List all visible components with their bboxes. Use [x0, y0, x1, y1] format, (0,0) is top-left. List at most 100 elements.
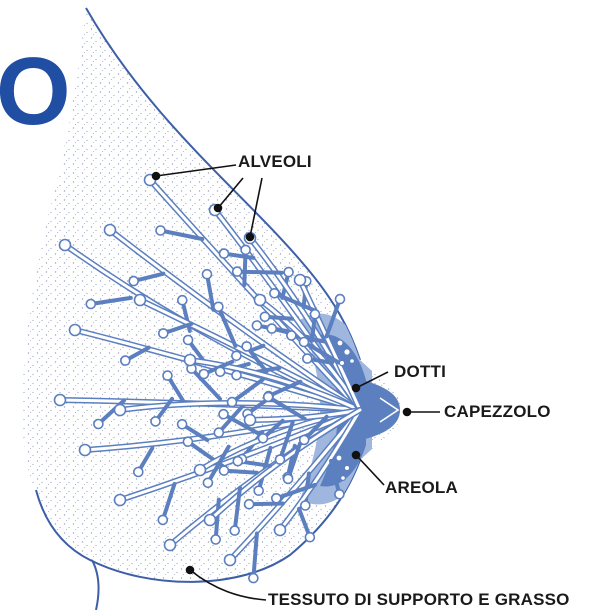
- alveolus: [128, 275, 139, 287]
- primary-duct-lumen: [148, 178, 362, 412]
- alveolus: [286, 330, 297, 341]
- alveolus: [93, 418, 104, 430]
- secondary-duct: [278, 420, 295, 462]
- secondary-duct: [205, 272, 216, 312]
- alveolus: [163, 538, 177, 552]
- alveolus: [182, 436, 194, 448]
- alveolus: [177, 294, 188, 306]
- primary-duct-lumen: [278, 408, 362, 532]
- label-areola: AREOLA: [385, 478, 458, 497]
- alveolus: [213, 427, 225, 438]
- secondary-duct: [329, 458, 342, 497]
- nipple: [362, 380, 400, 440]
- alveolus: [283, 266, 294, 278]
- alveolus: [231, 369, 242, 381]
- alveolus: [133, 466, 144, 478]
- alveolus: [243, 413, 257, 427]
- secondary-duct: [235, 269, 284, 275]
- alveolus: [334, 293, 346, 305]
- alveolus: [231, 350, 242, 362]
- alveolus: [214, 366, 226, 378]
- alveolus: [241, 341, 252, 352]
- alveolus: [113, 403, 127, 417]
- alveolus: [298, 336, 310, 348]
- alveolus: [257, 432, 269, 444]
- secondary-duct: [221, 412, 263, 437]
- secondary-duct: [266, 394, 307, 421]
- alveolus: [218, 408, 229, 420]
- alveolus: [203, 513, 217, 527]
- secondary-duct: [216, 304, 238, 348]
- secondary-duct: [266, 379, 303, 399]
- leader-lines: [151, 164, 440, 601]
- secondary-duct: [222, 468, 259, 475]
- secondary-duct: [232, 485, 242, 533]
- alveolus: [183, 353, 197, 367]
- alveolus: [248, 572, 259, 584]
- alveolus: [309, 308, 321, 320]
- alveolus: [334, 488, 345, 500]
- alveolus: [155, 225, 166, 236]
- secondary-duct: [244, 344, 269, 374]
- alveolus: [266, 323, 278, 334]
- alveolus: [85, 298, 97, 310]
- primary-duct-lumen: [108, 228, 362, 412]
- alveolus: [68, 323, 82, 337]
- secondary-duct: [230, 377, 265, 405]
- nipple-duct-openings: [379, 397, 400, 423]
- alveolus: [210, 534, 221, 545]
- alveolus: [282, 473, 294, 485]
- alveolus: [301, 353, 313, 364]
- secondary-duct: [213, 497, 221, 542]
- secondary-duct: [189, 366, 222, 401]
- label-capezzolo: CAPEZZOLO: [444, 402, 551, 421]
- label-alveoli: ALVEOLI: [238, 152, 312, 171]
- alveolus: [157, 514, 169, 526]
- alveolus: [304, 531, 316, 543]
- alveolus: [150, 416, 161, 427]
- alveolus: [251, 320, 263, 331]
- alveolus: [78, 443, 92, 457]
- label-tessuto: TESSUTO DI SUPPORTO E GRASSO: [268, 590, 570, 609]
- alveolus: [193, 463, 207, 477]
- alveolus: [202, 477, 214, 489]
- alveolus: [120, 355, 131, 366]
- alveolus: [226, 396, 238, 408]
- lower-contour: [35, 459, 361, 583]
- alveolus: [253, 485, 265, 497]
- primary-duct-lumen: [188, 358, 362, 412]
- alveolus: [262, 391, 274, 403]
- alveolus: [243, 498, 255, 510]
- secondary-duct: [205, 444, 231, 485]
- alveolus: [231, 266, 243, 277]
- secondary-duct: [158, 228, 205, 241]
- alveolus: [253, 293, 267, 307]
- secondary-duct: [274, 482, 317, 501]
- alveoli-group: [53, 173, 346, 584]
- primary-duct-lumen: [248, 408, 362, 422]
- alveolus: [162, 370, 173, 381]
- alveolus: [201, 268, 213, 280]
- alveolus: [133, 293, 147, 307]
- alveolus: [298, 434, 310, 446]
- secondary-duct: [324, 297, 342, 339]
- secondary-duct: [302, 414, 329, 442]
- alveolus: [158, 328, 169, 339]
- alveolus: [270, 492, 282, 504]
- alveolus: [218, 248, 230, 259]
- secondary-duct: [272, 291, 317, 313]
- alveolus: [218, 465, 230, 476]
- secondary-duct: [247, 501, 285, 507]
- alveolus: [273, 523, 287, 537]
- alveolus: [259, 311, 271, 323]
- alveolus: [269, 287, 280, 299]
- secondary-duct: [289, 333, 328, 344]
- alveolus: [229, 525, 240, 536]
- partial-title-letter: O: [0, 38, 71, 145]
- alveolus: [103, 223, 117, 237]
- alveolus: [53, 393, 67, 407]
- alveolus: [299, 500, 311, 511]
- alveolus: [240, 244, 251, 256]
